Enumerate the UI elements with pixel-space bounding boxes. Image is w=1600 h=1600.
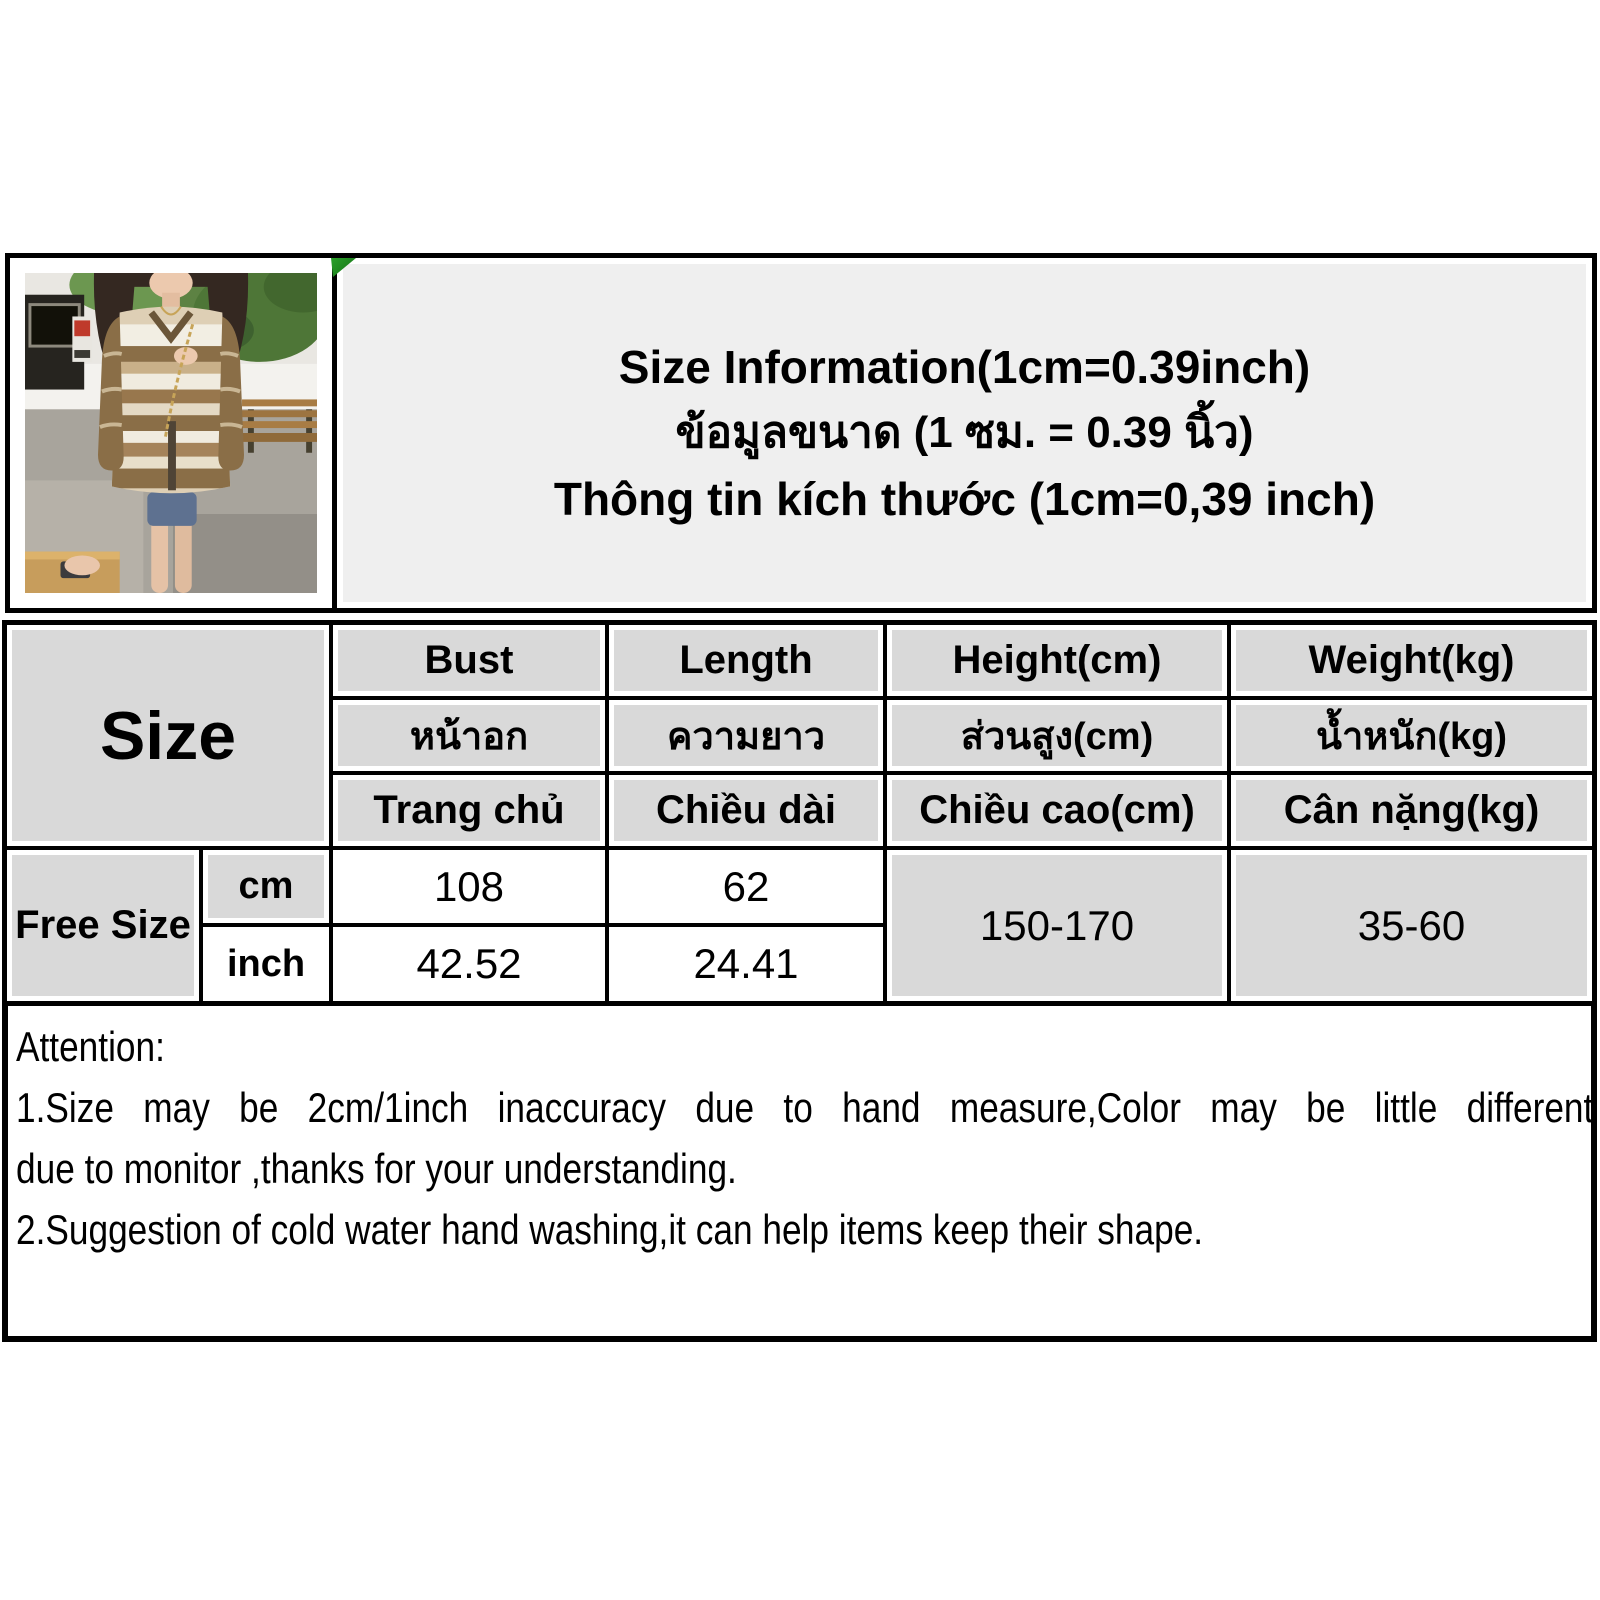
- value-bust-inch: 42.52: [333, 927, 605, 1001]
- value-height-range: 150-170: [887, 850, 1227, 1001]
- col-header-weight-th: น้ำหนัก(kg): [1231, 700, 1592, 771]
- title-thai: ข้อมูลขนาด (1 ซม. = 0.39 นิ้ว): [675, 408, 1254, 457]
- attention-title: Attention:: [16, 1023, 165, 1070]
- attention-text-block: Attention: 1.Size may be 2cm/1inch inacc…: [16, 1016, 1594, 1260]
- attention-note1-line1: 1.Size may be 2cm/1inch inaccuracy due t…: [16, 1084, 1594, 1131]
- product-photo: [5, 253, 337, 613]
- row-label-free-size: Free Size: [7, 850, 199, 1001]
- col-header-length-en: Length: [609, 625, 883, 696]
- title-vietnamese: Thông tin kích thước (1cm=0,39 inch): [553, 473, 1376, 525]
- value-length-cm: 62: [609, 850, 883, 923]
- product-photo-illustration: [25, 273, 317, 593]
- col-header-height-th: ส่วนสูง(cm): [887, 700, 1227, 771]
- size-corner-label: Size: [7, 625, 329, 846]
- col-header-weight-vi: Cân nặng(kg): [1231, 775, 1592, 846]
- col-header-bust-en: Bust: [333, 625, 605, 696]
- col-header-height-en: Height(cm): [887, 625, 1227, 696]
- attention-notes: Attention: 1.Size may be 2cm/1inch inacc…: [2, 1006, 1597, 1342]
- value-length-inch: 24.41: [609, 927, 883, 1001]
- col-header-length-vi: Chiều dài: [609, 775, 883, 846]
- col-header-length-th: ความยาว: [609, 700, 883, 771]
- value-bust-cm: 108: [333, 850, 605, 923]
- col-header-height-vi: Chiều cao(cm): [887, 775, 1227, 846]
- attention-note2: 2.Suggestion of cold water hand washing,…: [16, 1206, 1204, 1253]
- size-info-header: Size Information(1cm=0.39inch) ข้อมูลขนา…: [332, 253, 1597, 613]
- col-header-bust-th: หน้าอก: [333, 700, 605, 771]
- unit-label-inch: inch: [203, 927, 329, 1001]
- title-english: Size Information(1cm=0.39inch): [618, 341, 1311, 393]
- col-header-bust-vi: Trang chủ: [333, 775, 605, 846]
- size-table: Size Bust Length Height(cm) Weight(kg) ห…: [2, 620, 1597, 1006]
- col-header-weight-en: Weight(kg): [1231, 625, 1592, 696]
- unit-label-cm: cm: [203, 850, 329, 923]
- value-weight-range: 35-60: [1231, 850, 1592, 1001]
- attention-note1-line2: due to monitor ,thanks for your understa…: [16, 1145, 737, 1192]
